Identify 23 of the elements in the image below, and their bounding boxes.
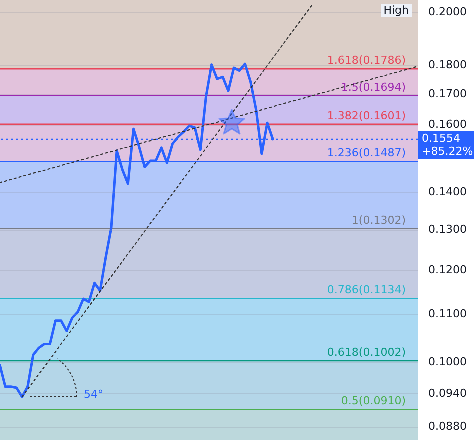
ref-line-label: 1.5(0.1694) (341, 80, 406, 94)
y-tick-label: 0.1600 (428, 118, 467, 132)
y-tick-label: 0.1300 (428, 223, 467, 236)
y-tick-label: 0.1400 (428, 186, 467, 199)
y-tick-label: 0.1100 (428, 307, 467, 320)
y-tick-label: 0.0940 (428, 386, 467, 400)
y-tick-label: 0.2000 (428, 5, 467, 18)
ref-line-label: 1(0.1302) (352, 214, 406, 227)
ref-line-label: 1.382(0.1601) (327, 109, 406, 122)
annotation: 54° (84, 388, 104, 401)
y-tick-label: 0.0880 (428, 420, 467, 434)
ref-line-label: 0.618(0.1002) (327, 346, 406, 360)
ref-line-label: 0.786(0.1134) (327, 284, 406, 297)
text: +85.22% (422, 145, 474, 158)
ref-line-label: 0.5(0.0910) (341, 394, 406, 408)
y-tick-label: 0.1700 (428, 88, 467, 101)
ref-line-label: 1.236(0.1487) (327, 146, 406, 160)
ref-line-label: 1.618(0.1786) (327, 54, 406, 68)
ref-line-label: 0.1554 (422, 132, 462, 146)
y-tick-label: 0.1000 (428, 356, 467, 369)
annotation: High (380, 4, 412, 17)
y-tick-label: 0.1800 (428, 58, 467, 72)
y-tick-label: 0.1200 (428, 263, 467, 276)
